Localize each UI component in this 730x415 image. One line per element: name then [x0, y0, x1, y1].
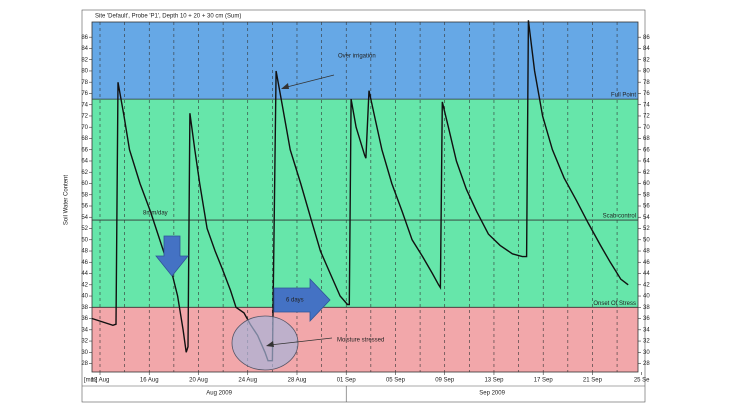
chart-title: Site 'Default', Probe 'P1', Depth 10 + 2…	[95, 14, 241, 20]
x-tick-label: 28 Aug	[288, 378, 307, 384]
x-tick-label: 13 Sep	[484, 378, 504, 384]
annotation: 8mm/day	[143, 211, 168, 217]
y2-tick-label: 68	[643, 136, 650, 142]
threshold-label: Full Point	[611, 93, 636, 99]
y2-tick-label: 60	[643, 181, 650, 187]
x-tick-label: 16 Aug	[140, 378, 159, 384]
y-tick-label: 58	[81, 192, 88, 198]
y2-tick-label: 70	[643, 125, 650, 131]
y2-tick-label: 30	[643, 350, 650, 356]
y2-tick-label: 38	[643, 305, 650, 311]
y-tick-label: 74	[81, 102, 88, 108]
y2-tick-label: 48	[643, 249, 650, 255]
threshold-label: Scab control	[603, 214, 636, 220]
stress-ellipse	[231, 315, 299, 371]
y-tick-label: 78	[81, 80, 88, 86]
y-tick-label: 82	[81, 57, 88, 63]
y-tick-label: 76	[81, 91, 88, 97]
y-tick-label: 70	[81, 125, 88, 131]
y2-tick-label: 78	[643, 80, 650, 86]
y2-tick-label: 76	[643, 91, 650, 97]
right-arrow	[273, 278, 331, 322]
data-line	[91, 20, 629, 362]
x-tick-label: 21 Sep	[583, 378, 603, 384]
down-arrow	[155, 235, 189, 277]
x-tick-label: 05 Sep	[386, 378, 406, 384]
y-tick-label: 32	[81, 339, 88, 345]
y-tick-label: 86	[81, 35, 88, 41]
y2-tick-label: 46	[643, 260, 650, 266]
y2-tick-label: 62	[643, 170, 650, 176]
y-tick-label: 66	[81, 147, 88, 153]
band-above	[92, 22, 638, 100]
y2-tick-label: 36	[643, 316, 650, 322]
y-tick-label: 44	[81, 271, 88, 277]
y-tick-label: 64	[81, 159, 88, 165]
x-tick-label: 12 Aug	[91, 378, 110, 384]
x-tick-label: 24 Aug	[238, 378, 257, 384]
y-tick-label: 34	[81, 327, 88, 333]
y-tick-label: 72	[81, 114, 88, 120]
month-label: Aug 2009	[206, 391, 232, 397]
x-tick-label: 25 Se	[634, 378, 650, 384]
y2-tick-label: 56	[643, 204, 650, 210]
y-tick-label: 80	[81, 69, 88, 75]
y2-tick-label: 40	[643, 294, 650, 300]
y2-tick-label: 42	[643, 282, 650, 288]
y2-tick-label: 80	[643, 69, 650, 75]
y-tick-label: 38	[81, 305, 88, 311]
y2-tick-label: 84	[643, 46, 650, 52]
y-tick-label: 42	[81, 282, 88, 288]
month-label: Sep 2009	[479, 391, 505, 397]
arrow-head	[281, 83, 289, 89]
y2-tick-label: 66	[643, 147, 650, 153]
y2-tick-label: 34	[643, 327, 650, 333]
y-tick-label: 30	[81, 350, 88, 356]
y-tick-label: 46	[81, 260, 88, 266]
x-tick-label: 17 Sep	[534, 378, 554, 384]
annotation: 6 days	[286, 298, 304, 304]
x-tick-label: 20 Aug	[189, 378, 208, 384]
y2-tick-label: 44	[643, 271, 650, 277]
y-tick-label: 50	[81, 237, 88, 243]
y-tick-label: 52	[81, 226, 88, 232]
y-tick-label: 48	[81, 249, 88, 255]
y2-tick-label: 52	[643, 226, 650, 232]
y-tick-label: 28	[81, 361, 88, 367]
arrow-head	[266, 341, 274, 347]
annotation: Moisture stressed	[337, 338, 384, 344]
y2-tick-label: 64	[643, 159, 650, 165]
annotation: Over irrigation	[338, 54, 376, 60]
plot-border	[91, 21, 639, 373]
y2-tick-label: 86	[643, 35, 650, 41]
y2-tick-label: 32	[643, 339, 650, 345]
y2-tick-label: 74	[643, 102, 650, 108]
y-tick-label: 36	[81, 316, 88, 322]
y-tick-label: 62	[81, 170, 88, 176]
y2-tick-label: 28	[643, 361, 650, 367]
arrow-line	[269, 337, 333, 346]
y2-tick-label: 82	[643, 57, 650, 63]
arrow-line	[282, 74, 335, 89]
x-tick-label: 01 Sep	[337, 378, 357, 384]
band-between	[92, 99, 638, 308]
y2-tick-label: 54	[643, 215, 650, 221]
y2-tick-label: 58	[643, 192, 650, 198]
threshold-label: Onset Of Stress	[593, 301, 636, 307]
x-tick-label: 09 Sep	[435, 378, 455, 384]
y-tick-label: 40	[81, 294, 88, 300]
y-tick-label: 68	[81, 136, 88, 142]
y2-tick-label: 50	[643, 237, 650, 243]
band-below	[92, 307, 638, 372]
y-axis-label: Soil Water Content	[64, 175, 70, 225]
y-tick-label: 56	[81, 204, 88, 210]
x-unit-label: [mm]	[84, 378, 98, 384]
y-tick-label: 54	[81, 215, 88, 221]
y-tick-label: 60	[81, 181, 88, 187]
y-tick-label: 84	[81, 46, 88, 52]
y2-tick-label: 72	[643, 114, 650, 120]
